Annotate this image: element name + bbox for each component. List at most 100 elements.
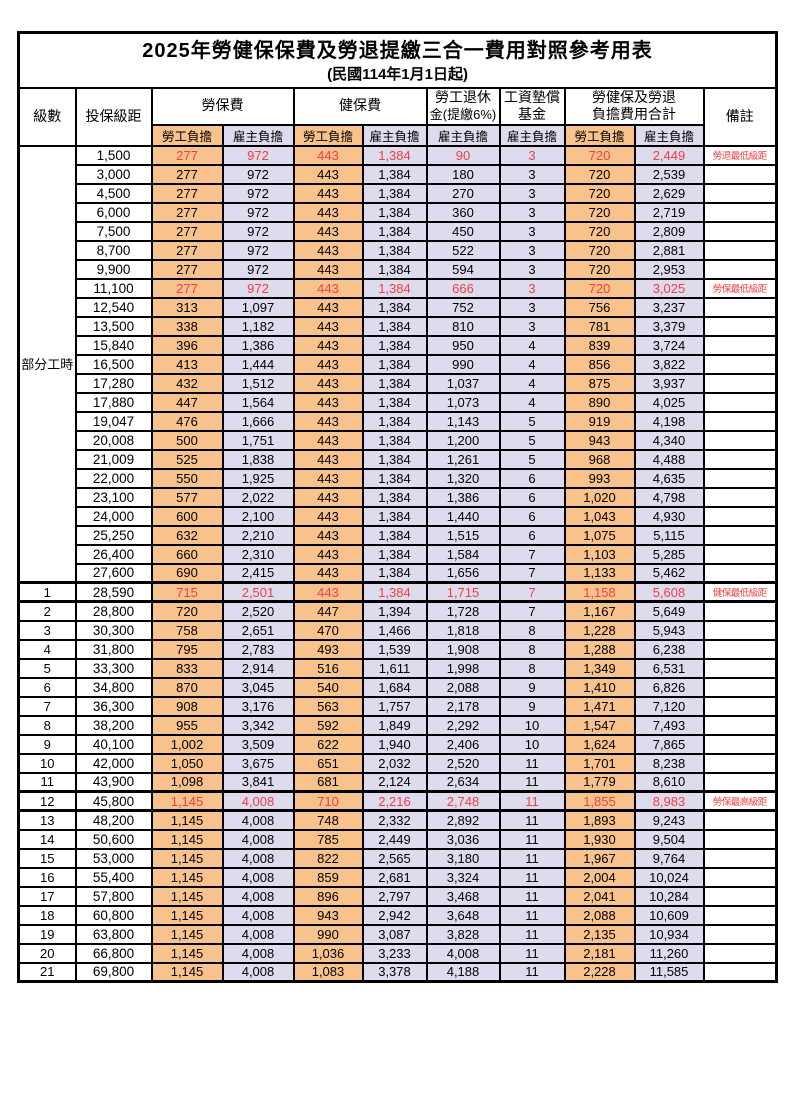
cell-health-employee: 592 [292, 714, 364, 736]
cell-wage-fund-employer: 11 [498, 942, 566, 964]
cell-labor-employer: 972 [221, 201, 295, 223]
cell-labor-employer: 972 [221, 163, 295, 185]
cell-wage-fund-employer: 7 [498, 562, 566, 584]
cell-level: 17 [17, 885, 77, 907]
cell-total-employee: 1,701 [563, 752, 636, 774]
cell-health-employee: 443 [292, 201, 364, 223]
cell-level: 7 [17, 695, 77, 717]
cell-total-employee: 720 [563, 239, 636, 261]
cell-health-employer: 1,384 [361, 372, 428, 394]
cell-level: 14 [17, 828, 77, 850]
table-row: 13,500 338 1,182 443 1,384 810 3 781 3,379 [19, 315, 778, 337]
table-row: 26,400 660 2,310 443 1,384 1,584 7 1,103 5,285 [19, 543, 778, 565]
cell-total-employee: 1,133 [563, 562, 636, 584]
cell-pension-employer: 752 [425, 296, 501, 318]
cell-labor-employer: 1,097 [221, 296, 295, 318]
cell-wage-fund-employer: 3 [498, 239, 566, 261]
cell-total-employer: 5,608 [633, 581, 705, 603]
cell-bracket: 17,280 [74, 372, 153, 394]
cell-health-employee: 443 [292, 315, 364, 337]
cell-pension-employer: 1,320 [425, 467, 501, 489]
cell-bracket: 24,000 [74, 505, 153, 527]
cell-remark [702, 847, 778, 869]
cell-health-employer: 1,384 [361, 410, 428, 432]
cell-health-employer: 1,384 [361, 581, 428, 603]
cell-health-employer: 2,332 [361, 809, 428, 831]
cell-bracket: 42,000 [74, 752, 153, 774]
cell-total-employee: 2,228 [563, 961, 636, 983]
cell-health-employee: 470 [292, 619, 364, 641]
table-row: 3,000 277 972 443 1,384 180 3 720 2,539 [19, 163, 778, 185]
cell-health-employee: 443 [292, 467, 364, 489]
header-remark: 備註 [702, 86, 778, 147]
cell-wage-fund-employer: 11 [498, 866, 566, 888]
table-row: 6 34,800 870 3,045 540 1,684 2,088 9 1,410 6,826 [17, 676, 778, 698]
cell-total-employee: 968 [563, 448, 636, 470]
cell-wage-fund-employer: 8 [498, 638, 566, 660]
table-row: 16,500 413 1,444 443 1,384 990 4 856 3,822 [19, 353, 778, 375]
cell-pension-employer: 2,088 [425, 676, 501, 698]
cell-wage-fund-employer: 8 [498, 619, 566, 641]
header-labor-fee: 勞保費 [150, 86, 295, 126]
cell-pension-employer: 2,406 [425, 733, 501, 755]
cell-wage-fund-employer: 3 [498, 163, 566, 185]
cell-total-employee: 781 [563, 315, 636, 337]
cell-total-employee: 2,181 [563, 942, 636, 964]
cell-total-employer: 6,531 [633, 657, 705, 679]
cell-bracket: 1,500 [74, 144, 153, 166]
cell-labor-employee: 396 [150, 334, 224, 356]
cell-wage-fund-employer: 11 [498, 961, 566, 983]
cell-wage-fund-employer: 11 [498, 790, 566, 812]
cell-remark [702, 809, 778, 831]
cell-health-employer: 1,684 [361, 676, 428, 698]
cell-health-employee: 822 [292, 847, 364, 869]
header-share-row: 勞工負擔 雇主負擔 勞工負擔 雇主負擔 雇主負擔 雇主負擔 勞工負擔 雇主負擔 [19, 123, 777, 147]
cell-health-employee: 859 [292, 866, 364, 888]
cell-bracket: 4,500 [74, 182, 153, 204]
cell-remark [702, 182, 778, 204]
cell-total-employer: 4,488 [633, 448, 705, 470]
cell-labor-employee: 277 [150, 277, 224, 299]
table-row: 7 36,300 908 3,176 563 1,757 2,178 9 1,471 7,120 [17, 695, 778, 717]
cell-labor-employer: 4,008 [221, 904, 295, 926]
cell-pension-employer: 594 [425, 258, 501, 280]
cell-total-employer: 9,764 [633, 847, 705, 869]
cell-labor-employer: 2,520 [221, 600, 295, 622]
cell-bracket: 28,800 [74, 600, 153, 622]
cell-pension-employer: 1,728 [425, 600, 501, 622]
header-wage-fund-line2: 基金 [518, 106, 546, 122]
table-row: 13 48,200 1,145 4,008 748 2,332 2,892 11 1,893 9,… [17, 809, 778, 831]
cell-total-employee: 890 [563, 391, 636, 413]
cell-bracket: 55,400 [74, 866, 153, 888]
cell-remark: 勞退最低級距 [702, 144, 778, 166]
cell-bracket: 53,000 [74, 847, 153, 869]
cell-labor-employer: 1,182 [221, 315, 295, 337]
cell-bracket: 22,000 [74, 467, 153, 489]
cell-pension-employer: 3,180 [425, 847, 501, 869]
cell-health-employer: 1,466 [361, 619, 428, 641]
cell-labor-employer: 3,841 [221, 771, 295, 793]
cell-health-employer: 2,124 [361, 771, 428, 793]
cell-health-employer: 1,384 [361, 467, 428, 489]
table-row: 17,280 432 1,512 443 1,384 1,037 4 875 3,937 [19, 372, 778, 394]
cell-pension-employer: 810 [425, 315, 501, 337]
cell-pension-employer: 4,008 [425, 942, 501, 964]
cell-total-employer: 4,930 [633, 505, 705, 527]
cell-labor-employer: 4,008 [221, 866, 295, 888]
cell-health-employer: 1,384 [361, 296, 428, 318]
cell-pension-employer: 2,520 [425, 752, 501, 774]
cell-level: 18 [17, 904, 77, 926]
cell-total-employee: 1,349 [563, 657, 636, 679]
cell-labor-employee: 715 [150, 581, 224, 603]
cell-labor-employer: 1,444 [221, 353, 295, 375]
cell-remark [702, 239, 778, 261]
cell-total-employer: 6,238 [633, 638, 705, 660]
cell-labor-employer: 3,176 [221, 695, 295, 717]
cell-wage-fund-employer: 3 [498, 296, 566, 318]
cell-total-employee: 2,088 [563, 904, 636, 926]
cell-total-employee: 756 [563, 296, 636, 318]
cell-total-employee: 1,547 [563, 714, 636, 736]
cell-labor-employer: 3,045 [221, 676, 295, 698]
table-row: 2 28,800 720 2,520 447 1,394 1,728 7 1,167 5,649 [17, 600, 778, 622]
header-total-employee-share: 勞工負擔 [563, 123, 636, 147]
